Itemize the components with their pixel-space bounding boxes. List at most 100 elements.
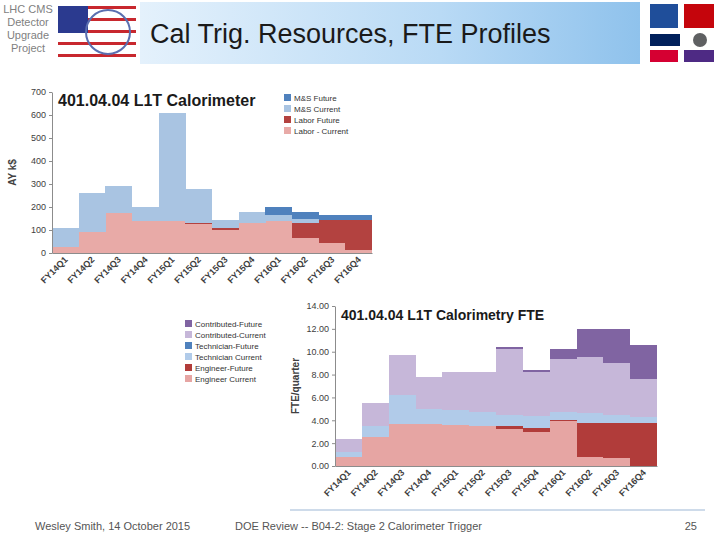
bar-segment <box>265 215 292 221</box>
y-axis-title: FTE/quarter <box>290 358 301 414</box>
y-tick-mark <box>49 92 52 93</box>
bar-segment <box>159 112 186 113</box>
bar-segment <box>389 424 416 466</box>
x-axis: FY14Q1FY14Q2FY14Q3FY14Q4FY15Q1FY15Q2FY15… <box>322 467 658 499</box>
y-tick: 400 <box>31 156 52 166</box>
marks <box>52 113 372 253</box>
bar-segment <box>335 438 362 439</box>
bar-segment <box>389 395 416 424</box>
x-tick: FY14Q3 <box>92 255 123 286</box>
bar-segment <box>603 415 630 423</box>
legend-label: Engineer Current <box>195 375 257 384</box>
bar-segment <box>630 423 657 466</box>
y-tick: 6.00 <box>311 393 335 403</box>
bar-segment <box>389 355 416 356</box>
x-tick: FY15Q1 <box>429 468 460 499</box>
x-tick: FY15Q3 <box>199 255 230 286</box>
bar-segment <box>292 212 319 219</box>
chart-title: 401.04.04 L1T Calorimetry FTE <box>341 307 544 323</box>
chart-title: 401.04.04 L1T Calorimeter <box>58 92 255 109</box>
bar-segment <box>577 423 604 457</box>
y-tick: 2.00 <box>311 439 335 449</box>
legend-label: Labor Future <box>294 116 340 125</box>
x-tick: FY15Q1 <box>146 255 177 286</box>
bar-segment <box>603 363 630 414</box>
bar-segment <box>523 432 550 466</box>
y-tick: 8.00 <box>311 370 335 380</box>
bar-segment <box>292 223 319 238</box>
bar-segment <box>416 377 443 409</box>
y-tick-label: 200 <box>31 202 46 212</box>
bar-segment <box>159 221 186 253</box>
y-tick-mark <box>332 466 335 467</box>
legend-swatch <box>185 353 192 360</box>
x-tick: FY16Q3 <box>306 255 337 286</box>
bar-segment <box>52 227 79 228</box>
header-text: Project <box>11 42 45 54</box>
bar-segment <box>212 228 239 230</box>
bar-segment <box>550 349 577 358</box>
y-axis: 0100200300400500600700 <box>31 87 53 258</box>
bar-segment <box>79 193 106 194</box>
footer-center: DOE Review -- B04-2: Stage 2 Calorimeter… <box>235 520 482 532</box>
y-tick-mark <box>49 184 52 185</box>
y-tick-label: 6.00 <box>311 393 329 403</box>
bar-segment <box>523 370 550 372</box>
legend-swatch <box>185 342 192 349</box>
bar-segment <box>469 372 496 412</box>
bar-segment <box>523 372 550 415</box>
x-tick: FY16Q1 <box>537 468 568 499</box>
y-tick: 10.00 <box>306 347 335 357</box>
bar-segment <box>416 376 443 377</box>
legend: Contributed-FutureContributed-CurrentTec… <box>185 320 266 384</box>
legend-label: M&S Future <box>294 94 337 103</box>
y-tick-mark <box>332 397 335 398</box>
bar-segment <box>185 188 212 189</box>
legend-label: Engineer-Future <box>195 364 253 373</box>
bar-segment <box>442 372 469 410</box>
y-tick-label: 14.00 <box>306 301 329 311</box>
bar-segment <box>362 403 389 404</box>
y-tick-label: 500 <box>31 133 46 143</box>
bar-segment <box>577 413 604 422</box>
bar-segment <box>550 420 577 421</box>
bar-segment <box>550 421 577 466</box>
bar-segment <box>132 207 159 221</box>
bar-segment <box>345 215 372 220</box>
logo-block <box>650 34 680 46</box>
x-tick: FY15Q4 <box>226 255 257 286</box>
bar-segment <box>212 219 239 220</box>
bar-segment <box>496 415 523 426</box>
x-tick-label: FY14Q2 <box>349 468 380 499</box>
legend-label: Contributed-Future <box>195 320 263 329</box>
legend-swatch <box>284 94 291 101</box>
bar-segment <box>630 379 657 417</box>
logo-stripe <box>58 42 136 45</box>
bar-segment <box>523 428 550 431</box>
x-tick-label: FY16Q3 <box>590 468 621 499</box>
bar-segment <box>496 429 523 466</box>
bar-segment <box>105 186 132 212</box>
x-tick-label: FY16Q1 <box>252 255 283 286</box>
y-tick-label: 300 <box>31 179 46 189</box>
bar-segment <box>319 220 346 243</box>
bar-segment <box>362 426 389 437</box>
y-tick-label: 12.00 <box>306 324 329 334</box>
bar-segment <box>442 372 469 373</box>
bar-segment <box>469 372 496 373</box>
x-tick: FY15Q2 <box>172 255 203 286</box>
bar-segment <box>630 417 657 423</box>
x-tick: FY14Q3 <box>376 468 407 499</box>
legend-swatch <box>185 331 192 338</box>
y-tick-mark <box>332 375 335 376</box>
x-tick: FY14Q4 <box>402 468 433 499</box>
y-tick-label: 4.00 <box>311 416 329 426</box>
chart: 0100200300400500600700FY14Q1FY14Q2FY14Q3… <box>7 87 373 285</box>
bar-segment <box>319 215 346 220</box>
bar-segment <box>52 228 79 248</box>
y-tick-mark <box>332 443 335 444</box>
x-tick: FY16Q4 <box>332 255 363 286</box>
x-tick: FY14Q1 <box>39 255 70 286</box>
x-tick-label: FY16Q2 <box>563 468 594 499</box>
x-axis-line <box>53 253 373 254</box>
